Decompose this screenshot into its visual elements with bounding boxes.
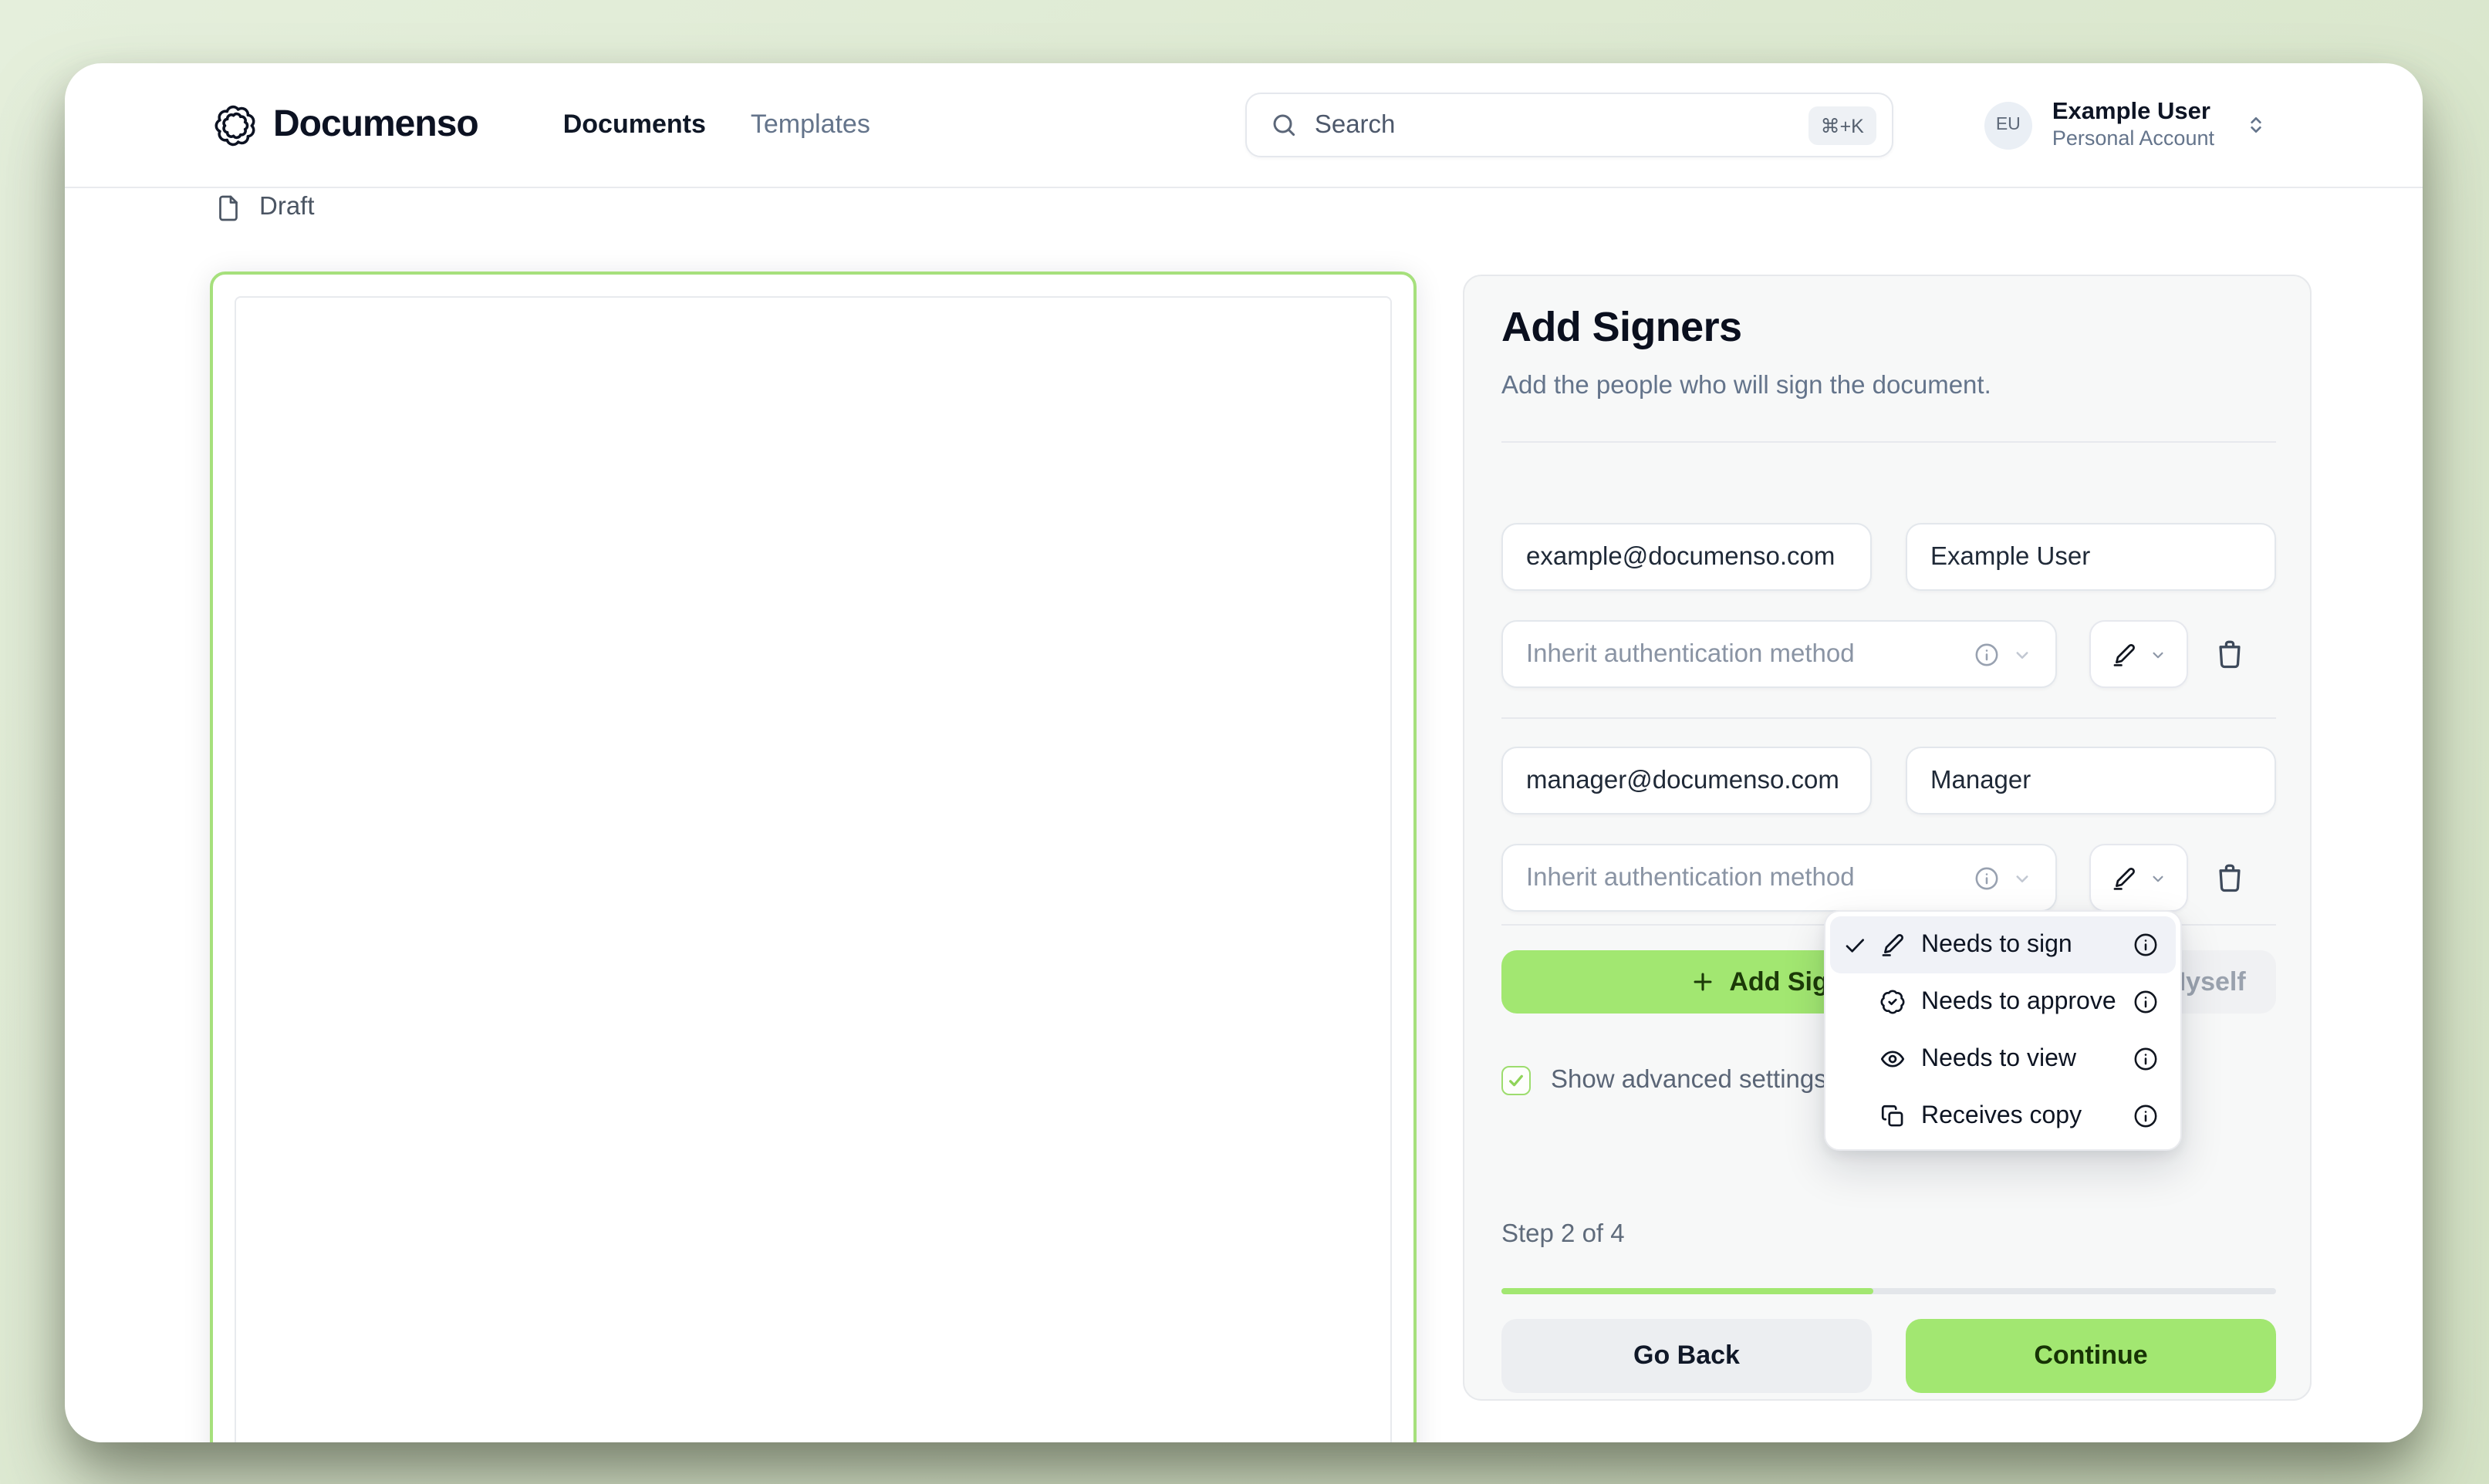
chevron-down-icon xyxy=(2011,643,2034,666)
signer-2-email-field[interactable] xyxy=(1501,747,1872,815)
page-title: Add Signers xyxy=(1501,304,1742,350)
info-icon xyxy=(1974,641,2000,667)
chevron-down-icon xyxy=(2147,644,2167,664)
menu-item-needs-to-sign[interactable]: Needs to sign xyxy=(1830,916,2176,973)
search-shortcut-badge: ⌘+K xyxy=(1808,106,1876,144)
step-progress-track xyxy=(1501,1288,2276,1294)
document-page xyxy=(235,296,1392,1442)
signer-2-auth-row: Inherit authentication method xyxy=(1501,844,2276,912)
search-placeholder: Search xyxy=(1314,110,1396,138)
documenso-logo-icon xyxy=(214,104,256,146)
user-name: Example User xyxy=(2052,98,2210,125)
info-icon[interactable] xyxy=(2133,1046,2159,1072)
app-window: Documenso Documents Templates Search ⌘+K… xyxy=(65,63,2423,1442)
divider xyxy=(1501,717,2276,719)
signer-row-2 xyxy=(1501,747,2276,815)
document-status: Draft xyxy=(214,193,315,222)
signer-2-name-field[interactable] xyxy=(1906,747,2276,815)
signer-1-auth-select[interactable]: Inherit authentication method xyxy=(1501,620,2057,688)
advanced-settings-toggle[interactable]: Show advanced settings xyxy=(1501,1066,2276,1095)
checkbox-checked-icon[interactable] xyxy=(1501,1066,1531,1095)
account-menu[interactable]: EU Example User Personal Account xyxy=(1984,97,2268,153)
auth-placeholder: Inherit authentication method xyxy=(1526,863,1855,891)
eye-icon xyxy=(1879,1046,1921,1072)
file-icon xyxy=(214,194,242,221)
chevron-down-icon xyxy=(2147,868,2167,888)
status-badge: Draft xyxy=(259,193,315,221)
avatar: EU xyxy=(1984,101,2032,149)
role-dropdown-menu: Needs to sign Needs to approve xyxy=(1824,910,2182,1151)
signer-1-email-field[interactable] xyxy=(1501,523,1872,591)
menu-item-label: Needs to sign xyxy=(1921,931,2072,957)
pen-line-icon xyxy=(2112,867,2134,889)
trash-icon xyxy=(2219,864,2241,892)
continue-button[interactable]: Continue xyxy=(1906,1319,2276,1393)
nav-item-documents[interactable]: Documents xyxy=(562,110,706,139)
copy-icon xyxy=(1879,1103,1921,1129)
go-back-button[interactable]: Go Back xyxy=(1501,1319,1872,1393)
divider xyxy=(1501,441,2276,443)
step-indicator: Step 2 of 4 xyxy=(1501,1220,1625,1248)
signer-1-role-button[interactable] xyxy=(2089,620,2188,688)
wizard-footer: Go Back Continue xyxy=(1501,1319,2276,1393)
document-preview[interactable] xyxy=(210,272,1417,1442)
plus-icon xyxy=(1693,973,1711,991)
chevron-down-icon xyxy=(2011,866,2034,889)
info-icon[interactable] xyxy=(2133,989,2159,1015)
signer-2-delete-button[interactable] xyxy=(2207,844,2253,912)
info-icon[interactable] xyxy=(2133,1103,2159,1129)
trash-icon xyxy=(2219,640,2241,669)
menu-item-needs-to-view[interactable]: Needs to view xyxy=(1830,1030,2176,1088)
brand-name: Documenso xyxy=(273,103,479,145)
chevrons-up-down-icon xyxy=(2244,110,2268,140)
add-signers-panel: Add Signers Add the people who will sign… xyxy=(1463,275,2312,1401)
menu-item-needs-to-approve[interactable]: Needs to approve xyxy=(1830,973,2176,1030)
info-icon[interactable] xyxy=(2133,932,2159,958)
menu-item-label: Receives copy xyxy=(1921,1102,2082,1128)
menu-item-receives-copy[interactable]: Receives copy xyxy=(1830,1088,2176,1145)
user-account-type: Personal Account xyxy=(2052,126,2214,150)
badge-check-icon xyxy=(1879,989,1921,1015)
menu-item-label: Needs to view xyxy=(1921,1045,2076,1071)
app-header: Documenso Documents Templates Search ⌘+K… xyxy=(65,63,2423,188)
search-input[interactable]: Search ⌘+K xyxy=(1244,93,1893,157)
brand-logo[interactable]: Documenso xyxy=(214,103,479,147)
pen-line-icon xyxy=(2112,643,2134,666)
menu-item-label: Needs to approve xyxy=(1921,988,2116,1014)
signer-1-name-field[interactable] xyxy=(1906,523,2276,591)
signer-1-auth-row: Inherit authentication method xyxy=(1501,620,2276,688)
signer-2-role-button[interactable] xyxy=(2089,844,2188,912)
check-icon xyxy=(1842,933,1879,957)
main-nav: Documents Templates xyxy=(563,110,870,140)
advanced-settings-label: Show advanced settings xyxy=(1551,1066,1827,1094)
nav-item-templates[interactable]: Templates xyxy=(750,110,870,139)
panel-subtitle: Add the people who will sign the documen… xyxy=(1501,372,1991,400)
info-icon xyxy=(1974,865,2000,891)
signer-row-1 xyxy=(1501,523,2276,591)
signer-2-auth-select[interactable]: Inherit authentication method xyxy=(1501,844,2057,912)
user-meta: Example User Personal Account xyxy=(2052,97,2214,153)
pen-line-icon xyxy=(1879,932,1921,958)
auth-placeholder: Inherit authentication method xyxy=(1526,639,1855,667)
progress-fill xyxy=(1501,1288,1873,1294)
search-icon xyxy=(1270,111,1298,139)
signer-1-delete-button[interactable] xyxy=(2207,620,2253,688)
